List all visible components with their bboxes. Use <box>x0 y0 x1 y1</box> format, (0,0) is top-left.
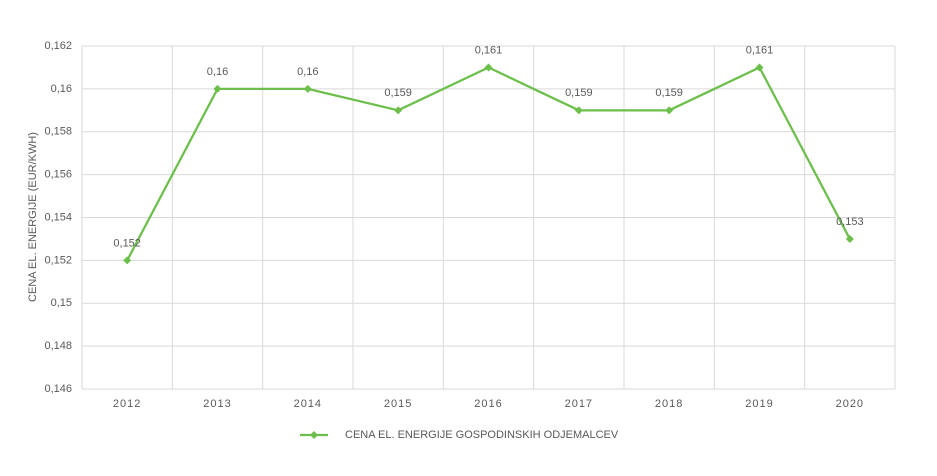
data-label: 0,161 <box>746 44 774 56</box>
data-label: 0,159 <box>655 87 683 99</box>
y-tick-label: 0,154 <box>44 211 72 223</box>
x-tick-label: 2018 <box>655 398 683 410</box>
x-tick-label: 2016 <box>474 398 502 410</box>
point-marker <box>484 63 493 72</box>
x-tick-label: 2019 <box>745 398 773 410</box>
point-marker <box>303 84 312 93</box>
x-tick-label: 2020 <box>836 398 864 410</box>
point-marker <box>574 106 583 115</box>
data-label: 0,152 <box>113 237 141 249</box>
point-marker <box>845 234 854 243</box>
y-tick-label: 0,148 <box>44 340 72 352</box>
data-label: 0,153 <box>836 216 864 228</box>
data-label: 0,16 <box>207 66 228 78</box>
data-label: 0,161 <box>475 44 503 56</box>
x-tick-label: 2017 <box>565 398 593 410</box>
x-tick-label: 2015 <box>384 398 412 410</box>
point-marker <box>213 84 222 93</box>
y-tick-label: 0,156 <box>44 169 72 181</box>
x-tick-label: 2013 <box>203 398 231 410</box>
point-marker <box>755 63 764 72</box>
y-tick-label: 0,158 <box>44 126 72 138</box>
legend-label: CENA EL. ENERGIJE GOSPODINSKIH ODJEMALCE… <box>345 429 619 441</box>
data-label: 0,16 <box>297 66 318 78</box>
y-axis-title: CENA EL. ENERGIJE (EUR/KWH) <box>27 132 39 302</box>
x-tick-label: 2012 <box>113 398 141 410</box>
data-label: 0,159 <box>384 87 412 99</box>
point-marker <box>394 106 403 115</box>
data-label: 0,159 <box>565 87 593 99</box>
y-tick-label: 0,15 <box>51 297 72 309</box>
x-tick-label: 2014 <box>294 398 322 410</box>
point-marker <box>123 256 132 265</box>
point-marker <box>665 106 674 115</box>
y-tick-label: 0,16 <box>51 83 72 95</box>
y-tick-label: 0,162 <box>44 40 72 52</box>
y-tick-label: 0,146 <box>44 383 72 395</box>
legend-marker <box>310 431 318 439</box>
y-tick-label: 0,152 <box>44 254 72 266</box>
